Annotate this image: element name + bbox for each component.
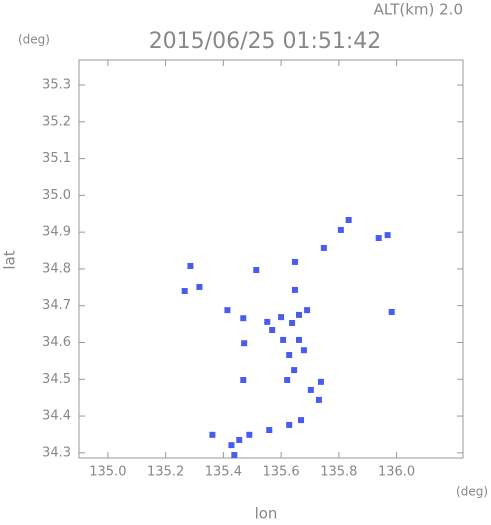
- y-tick-label: 34.9: [42, 225, 71, 240]
- y-tick-label: 34.4: [42, 409, 71, 424]
- y-tick-label: 34.5: [42, 372, 71, 387]
- echo-point: [345, 217, 352, 224]
- echo-point: [181, 288, 188, 295]
- echo-point: [236, 436, 243, 443]
- x-axis-label: lon: [255, 505, 278, 522]
- y-axis-label: lat: [1, 250, 19, 269]
- echo-point: [317, 378, 324, 385]
- echo-point: [253, 267, 260, 274]
- chart-title: 2015/06/25 01:51:42: [149, 29, 382, 54]
- y-tick-label: 35.1: [42, 151, 71, 166]
- echo-point: [278, 314, 285, 321]
- y-tick-label: 35.0: [42, 188, 71, 203]
- echo-point: [388, 308, 395, 315]
- y-tick-label: 35.3: [42, 78, 71, 93]
- y-unit: (deg): [18, 33, 50, 47]
- echo-point: [384, 232, 391, 239]
- echo-point: [320, 244, 327, 251]
- echo-point: [375, 235, 382, 242]
- x-unit: (deg): [456, 485, 488, 499]
- echo-point: [304, 307, 311, 314]
- x-tick-label: 135.4: [205, 465, 242, 480]
- x-tick-label: 135.2: [147, 465, 184, 480]
- echo-point: [280, 336, 287, 343]
- echo-point: [289, 320, 296, 327]
- echo-point: [266, 427, 273, 434]
- echo-point: [291, 367, 298, 374]
- echo-point: [209, 431, 216, 438]
- x-tick-label: 135.0: [89, 465, 126, 480]
- echo-point: [187, 262, 194, 269]
- echo-point: [241, 340, 248, 347]
- echo-point: [240, 315, 247, 322]
- echo-point: [307, 386, 314, 393]
- x-tick-label: 135.8: [320, 465, 357, 480]
- echo-point: [264, 318, 271, 325]
- echo-point: [228, 442, 235, 449]
- plot-frame: [78, 59, 464, 459]
- echo-point: [337, 226, 344, 233]
- y-tick-label: 35.2: [42, 114, 71, 129]
- echo-point: [300, 347, 307, 354]
- x-tick-label: 135.6: [262, 465, 299, 480]
- y-tick-label: 34.6: [42, 335, 71, 350]
- echo-point: [231, 452, 238, 459]
- echo-point: [296, 311, 303, 318]
- echo-point: [284, 377, 291, 384]
- echo-point: [315, 396, 322, 403]
- y-tick-label: 34.3: [42, 445, 71, 460]
- echo-point: [196, 283, 203, 290]
- subtitle: ALT(km) 2.0: [374, 1, 463, 19]
- echo-point: [240, 377, 247, 384]
- echo-point: [286, 352, 293, 359]
- echo-point: [298, 417, 305, 424]
- echo-point: [269, 326, 276, 333]
- echo-point: [286, 421, 293, 428]
- y-tick-label: 34.7: [42, 298, 71, 313]
- echo-point: [291, 258, 298, 265]
- echo-point: [291, 286, 298, 293]
- echo-point: [246, 431, 253, 438]
- x-tick-label: 136.0: [378, 465, 415, 480]
- echo-point: [224, 307, 231, 314]
- y-tick-label: 34.8: [42, 261, 71, 276]
- echo-point: [296, 336, 303, 343]
